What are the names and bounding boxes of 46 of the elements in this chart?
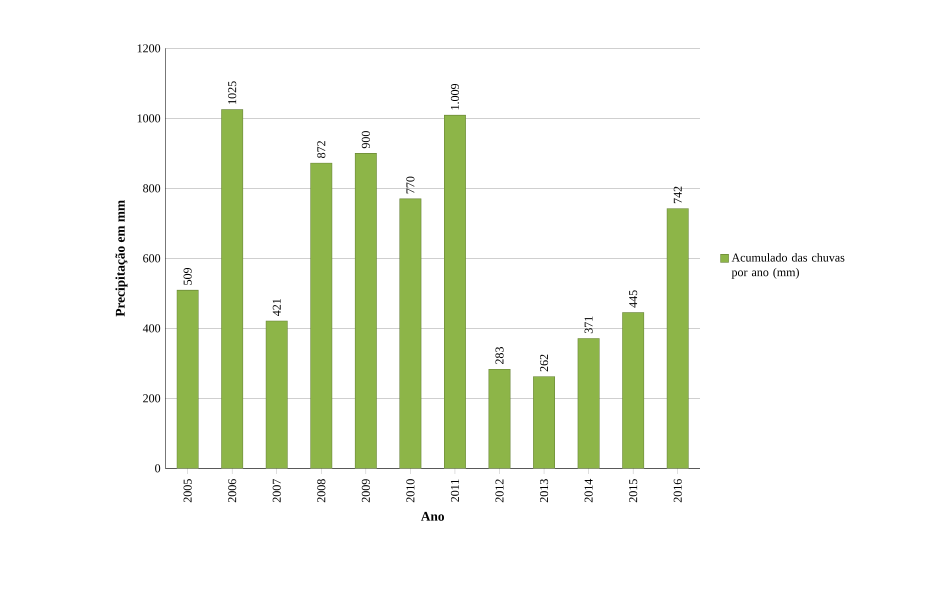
- y-tick-label: 600: [143, 254, 160, 262]
- x-tick-label: 2012: [495, 479, 504, 502]
- bar: [310, 162, 332, 468]
- y-tick-label: 0: [155, 464, 160, 472]
- data-label: 509: [184, 268, 192, 285]
- data-label: 770: [406, 176, 414, 194]
- x-tick-label: 2014: [584, 478, 593, 502]
- bar: [266, 320, 288, 468]
- data-label: 421: [272, 298, 281, 316]
- x-tick-label: 2010: [406, 479, 414, 502]
- bar: [444, 114, 466, 468]
- x-tick-label: 2009: [362, 479, 370, 502]
- data-label: 1025: [228, 81, 236, 104]
- x-tick-label: 2015: [629, 479, 638, 502]
- bar: [578, 338, 600, 468]
- bar: [176, 290, 199, 468]
- data-label: 742: [674, 186, 682, 204]
- x-tick-label: 2007: [272, 479, 281, 502]
- data-label: 262: [540, 354, 548, 372]
- data-label: 1.009: [450, 84, 460, 110]
- bar: [533, 376, 555, 468]
- data-label: 872: [317, 141, 326, 158]
- data-label: 900: [362, 131, 370, 148]
- bar: [666, 208, 689, 468]
- x-tick-label: 2011: [450, 479, 460, 502]
- y-tick-label: 400: [142, 324, 160, 332]
- bar: [622, 312, 644, 468]
- data-label: 371: [584, 316, 593, 334]
- data-label: 283: [495, 347, 504, 364]
- y-tick-label: 800: [143, 184, 160, 192]
- data-label: 445: [629, 290, 638, 308]
- bar: [399, 198, 422, 468]
- x-tick-label: 2005: [184, 479, 192, 502]
- y-tick-label: 200: [143, 394, 160, 402]
- y-tick-label: 1200: [138, 44, 160, 52]
- y-axis-title: Precipitação em mm: [115, 200, 128, 316]
- x-tick-label: 2016: [674, 479, 682, 502]
- bar: [354, 153, 377, 468]
- x-tick-label: 2013: [540, 479, 548, 502]
- bar: [221, 109, 244, 468]
- x-tick-label: 2008: [317, 479, 326, 502]
- bar: [488, 369, 510, 468]
- legend-label: Acumulado das chuvas por ano (mm): [732, 253, 844, 279]
- y-tick-label: 1000: [138, 114, 160, 122]
- x-tick-label: 2006: [228, 479, 236, 502]
- x-axis-title: Ano: [420, 512, 444, 521]
